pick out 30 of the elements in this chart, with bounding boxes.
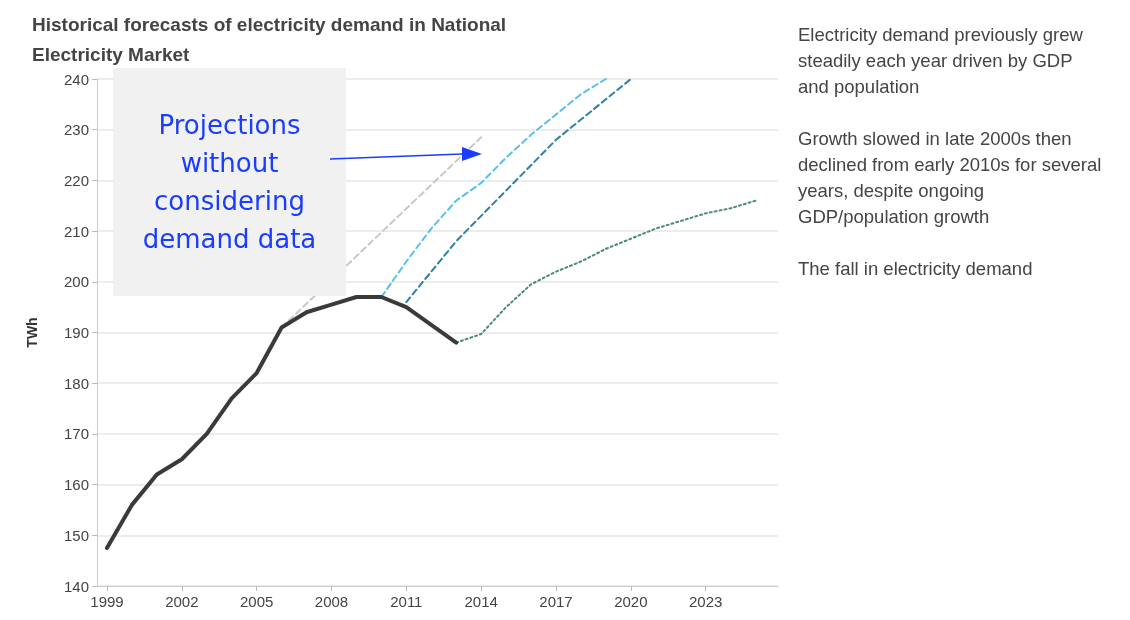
text: Growth slowed in late 2000s then declined from early 2010s for several years, despite ongoing GDP/population growth: [798, 127, 1103, 229]
y-tick-label: 170: [63, 425, 89, 443]
x-tick-label: 2023: [688, 593, 723, 610]
callout-box: Projections without considering demand data: [113, 68, 346, 296]
y-axis-title: TWh: [24, 317, 40, 348]
y-tick-label: 230: [63, 121, 89, 139]
y-tick-label: 160: [63, 476, 89, 494]
x-tick-label: 2008: [314, 593, 349, 610]
x-tick-label: 2020: [614, 593, 648, 610]
line-series: [455, 199, 757, 344]
y-tick-label: 150: [63, 526, 89, 544]
y-tick-label: 140: [63, 577, 89, 595]
line-series: [104, 295, 459, 550]
x-tick-label: 2011: [390, 593, 423, 610]
line-series: [405, 78, 632, 304]
x-tick-label: 2005: [239, 593, 274, 610]
y-tick-label: 180: [63, 374, 89, 392]
y-tick-label: 190: [63, 324, 89, 341]
x-tick-label: 2014: [464, 593, 498, 610]
y-tick-label: 200: [63, 273, 89, 291]
x-tick-label: 1999: [90, 593, 124, 610]
y-tick-label: 220: [63, 171, 89, 189]
x-tick-label: 2002: [165, 593, 199, 610]
chart-title: Historical forecasts of electricity demand in National Electricity Market: [32, 13, 512, 65]
y-tick-label: 210: [63, 222, 89, 240]
x-tick-label: 2017: [539, 593, 573, 610]
y-tick-label: 240: [63, 70, 89, 88]
line-series: [380, 78, 607, 299]
text: Electricity demand previously grew steadily each year driven by GDP and population: [798, 23, 1084, 99]
text: The fall in electricity demand: [798, 257, 1034, 281]
